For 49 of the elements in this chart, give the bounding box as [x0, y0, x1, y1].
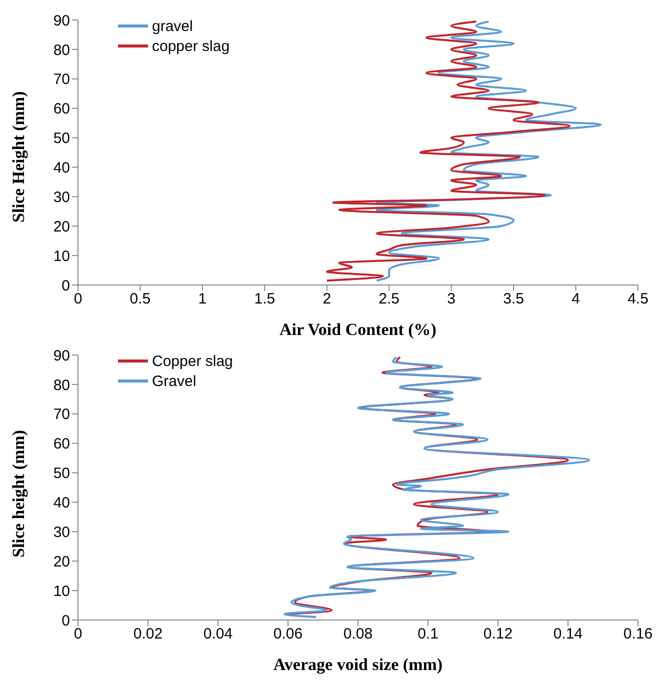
x-tick-label: 0 — [74, 290, 82, 308]
x-tick-label: 0.12 — [483, 626, 513, 643]
x-tick-label: 0.5 — [130, 290, 151, 308]
y-tick-label: 20 — [53, 553, 70, 570]
x-tick-label: 4.5 — [628, 290, 648, 308]
legend-label: gravel — [152, 18, 193, 34]
y-tick-label: 60 — [53, 100, 70, 118]
x-axis-title: Air Void Content (%) — [280, 320, 436, 339]
x-tick-label: 0.14 — [553, 626, 583, 643]
y-tick-label: 80 — [53, 42, 70, 59]
y-tick-label: 0 — [62, 612, 70, 630]
y-tick-label: 80 — [53, 376, 70, 394]
y-tick-label: 90 — [53, 347, 70, 364]
x-tick-label: 1.5 — [254, 290, 276, 308]
y-tick-label: 10 — [53, 248, 70, 265]
legend-label: copper slag — [152, 38, 230, 54]
y-axis-title: Slice height (mm) — [9, 430, 28, 558]
y-tick-label: 90 — [53, 12, 70, 30]
x-tick-label: 3.5 — [503, 290, 524, 308]
x-tick-label: 0.08 — [343, 626, 373, 643]
y-tick-label: 60 — [53, 436, 70, 453]
y-tick-label: 40 — [53, 160, 70, 177]
y-tick-label: 20 — [53, 218, 70, 236]
legend-label: Gravel — [152, 372, 196, 390]
y-tick-label: 70 — [53, 71, 70, 88]
y-tick-label: 50 — [53, 130, 70, 148]
y-tick-label: 50 — [53, 465, 70, 482]
y-axis-title: Slice Height (mm) — [9, 91, 28, 222]
line-series — [376, 20, 602, 282]
y-tick-label: 10 — [53, 582, 70, 600]
x-tick-label: 0.04 — [203, 626, 233, 643]
x-tick-label: 2.5 — [378, 290, 400, 308]
x-tick-label: 3 — [447, 290, 456, 308]
y-tick-label: 70 — [53, 406, 70, 424]
legend-label: Copper slag — [152, 352, 233, 370]
x-tick-label: 0 — [74, 626, 82, 643]
y-tick-label: 30 — [53, 188, 70, 206]
line-series — [326, 20, 571, 282]
y-tick-label: 0 — [62, 277, 70, 294]
x-tick-label: 0.02 — [133, 626, 163, 643]
x-tick-label: 4 — [572, 290, 580, 308]
x-tick-label: 2 — [322, 290, 332, 308]
x-tick-label: 0.06 — [273, 626, 303, 643]
y-tick-label: 40 — [53, 494, 70, 512]
x-tick-label: 1 — [198, 290, 207, 308]
x-tick-label: 0.1 — [418, 626, 438, 643]
y-tick-label: 30 — [53, 524, 70, 541]
x-tick-label: 0.16 — [623, 626, 653, 643]
x-axis-title: Average void size (mm) — [273, 655, 443, 674]
